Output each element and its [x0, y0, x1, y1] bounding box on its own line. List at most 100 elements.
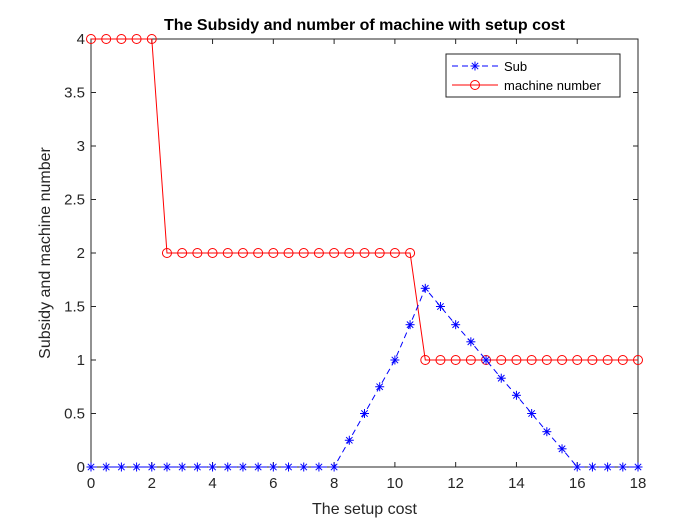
asterisk-stroke — [406, 321, 414, 329]
series-line — [91, 38, 638, 361]
asterisk-stroke — [471, 62, 479, 70]
data-point — [238, 462, 248, 472]
data-point — [541, 355, 552, 365]
data-point — [572, 355, 583, 365]
series-sub — [86, 283, 643, 472]
data-point — [435, 302, 445, 311]
legend-marker — [470, 80, 480, 90]
data-point — [633, 462, 643, 472]
asterisk-stroke — [558, 445, 566, 453]
data-point — [268, 248, 279, 258]
asterisk-stroke — [497, 374, 505, 382]
legend-marker — [470, 61, 480, 71]
data-point — [375, 382, 385, 392]
data-point — [162, 462, 172, 472]
x-tick-label: 12 — [447, 475, 464, 492]
data-point — [116, 462, 126, 472]
legend-label: machine number — [504, 78, 601, 93]
asterisk-stroke — [528, 409, 536, 418]
asterisk-stroke — [482, 356, 490, 364]
asterisk-stroke — [178, 463, 186, 471]
data-point — [603, 462, 613, 472]
asterisk-stroke — [254, 463, 262, 471]
data-point — [587, 355, 598, 365]
asterisk-stroke — [452, 321, 460, 329]
data-point — [298, 248, 309, 258]
data-point — [450, 355, 461, 365]
data-point — [466, 337, 476, 347]
asterisk-stroke — [148, 463, 156, 471]
data-point — [526, 355, 537, 365]
data-point — [86, 34, 96, 44]
data-point — [253, 248, 264, 258]
asterisk-stroke — [133, 463, 141, 471]
data-point — [496, 355, 507, 365]
series-layer — [86, 34, 643, 472]
asterisk-stroke — [269, 463, 277, 471]
x-tick-label: 16 — [569, 475, 586, 492]
data-point — [587, 462, 597, 472]
data-point — [314, 462, 324, 472]
asterisk-stroke — [467, 338, 475, 346]
asterisk-stroke — [209, 463, 217, 471]
x-tick-label: 0 — [87, 475, 95, 492]
data-point — [161, 248, 172, 258]
data-point — [633, 355, 643, 365]
x-tick-label: 8 — [330, 475, 338, 492]
data-point — [344, 248, 355, 258]
data-point — [435, 355, 446, 365]
data-point — [405, 320, 415, 330]
data-point — [192, 248, 203, 258]
asterisk-stroke — [573, 463, 581, 471]
data-point — [405, 248, 416, 258]
data-point — [511, 390, 521, 400]
data-point — [618, 462, 628, 472]
data-point — [527, 409, 537, 418]
data-point — [389, 248, 400, 258]
chart-title: The Subsidy and number of machine with s… — [164, 17, 566, 34]
asterisk-stroke — [345, 436, 353, 444]
asterisk-stroke — [588, 463, 596, 471]
data-point — [329, 248, 340, 258]
asterisk-stroke — [543, 428, 551, 436]
data-point — [617, 355, 628, 365]
asterisk-stroke — [512, 391, 520, 399]
data-point — [420, 355, 431, 365]
legend-label: Sub — [504, 59, 527, 74]
y-axis-label: Subsidy and machine number — [37, 146, 54, 358]
y-tick-label: 3.5 — [64, 85, 85, 102]
data-point — [481, 355, 491, 365]
asterisk-stroke — [193, 463, 201, 471]
data-point — [101, 34, 112, 44]
x-tick-label: 14 — [508, 475, 525, 492]
asterisk-stroke — [87, 463, 95, 471]
data-point — [390, 355, 400, 365]
data-point — [237, 248, 248, 258]
data-point — [557, 355, 568, 365]
y-tick-label: 3 — [77, 138, 85, 155]
series-machine-number — [86, 34, 643, 365]
y-tick-label: 2.5 — [64, 192, 85, 209]
legend-item: Sub — [452, 59, 527, 74]
data-point — [572, 462, 582, 472]
y-tick-label: 1 — [77, 352, 85, 369]
data-point — [344, 435, 354, 445]
data-point — [101, 462, 111, 472]
legend: Sub machine number — [445, 53, 621, 98]
y-tick-label: 2 — [77, 245, 85, 262]
y-tick-label: 0.5 — [64, 406, 85, 423]
data-point — [146, 34, 157, 44]
legend-item: machine number — [452, 78, 601, 93]
data-point — [420, 283, 430, 293]
x-tick-label: 18 — [630, 475, 647, 492]
x-tick-label: 2 — [148, 475, 156, 492]
asterisk-stroke — [421, 284, 429, 292]
data-point — [496, 373, 506, 383]
data-point — [177, 462, 187, 472]
data-point — [602, 355, 613, 365]
data-point — [116, 34, 127, 44]
y-tick-label: 4 — [77, 31, 85, 48]
data-point — [374, 248, 385, 258]
asterisk-stroke — [315, 463, 323, 471]
asterisk-stroke — [330, 463, 338, 471]
